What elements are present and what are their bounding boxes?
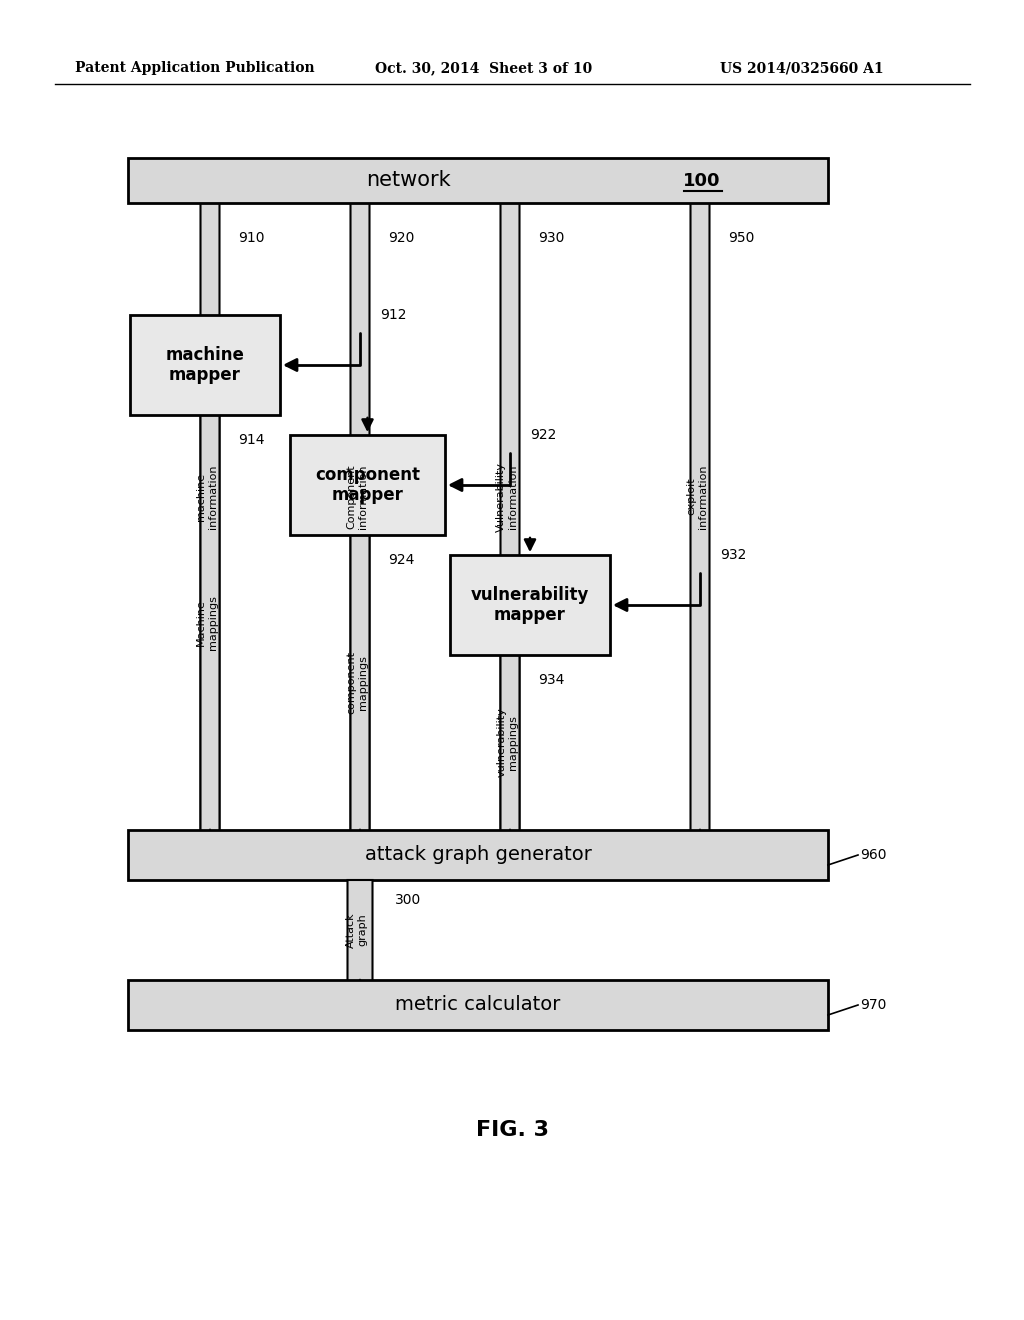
Bar (130, 315, 280, 414)
Text: machine
information: machine information (197, 465, 218, 529)
Text: 950: 950 (728, 231, 755, 246)
Text: machine
mapper: machine mapper (166, 346, 245, 384)
Polygon shape (681, 203, 719, 858)
Text: 920: 920 (388, 231, 415, 246)
Text: 912: 912 (380, 308, 407, 322)
Text: 930: 930 (538, 231, 564, 246)
Text: metric calculator: metric calculator (395, 995, 561, 1015)
Text: network: network (366, 170, 451, 190)
Text: 934: 934 (538, 673, 564, 686)
Text: Component
information: Component information (346, 465, 368, 529)
Text: vulnerability
mappings: vulnerability mappings (497, 708, 518, 777)
Polygon shape (335, 880, 385, 1008)
Polygon shape (341, 203, 379, 858)
Polygon shape (490, 203, 529, 858)
Text: vulnerability
mapper: vulnerability mapper (471, 586, 589, 624)
Text: 960: 960 (860, 847, 887, 862)
Text: attack graph generator: attack graph generator (365, 846, 592, 865)
Polygon shape (191, 203, 229, 858)
Text: component
mapper: component mapper (315, 466, 420, 504)
Text: 300: 300 (395, 894, 421, 907)
Text: exploit
information: exploit information (686, 465, 708, 529)
Polygon shape (191, 414, 229, 858)
Polygon shape (341, 535, 379, 858)
Text: component
mappings: component mappings (346, 651, 368, 714)
Text: Oct. 30, 2014  Sheet 3 of 10: Oct. 30, 2014 Sheet 3 of 10 (375, 61, 592, 75)
Text: Attack
graph: Attack graph (346, 912, 368, 948)
Bar (128, 158, 828, 203)
Bar (128, 830, 828, 880)
Text: Vulnerability
information: Vulnerability information (497, 462, 518, 532)
Bar (290, 436, 445, 535)
Text: 924: 924 (388, 553, 415, 568)
Text: Patent Application Publication: Patent Application Publication (75, 61, 314, 75)
Bar (128, 979, 828, 1030)
Text: 100: 100 (683, 172, 721, 190)
Text: 932: 932 (720, 548, 746, 562)
Text: 970: 970 (860, 998, 887, 1012)
Text: Machine
mappings: Machine mappings (197, 595, 218, 649)
Text: FIG. 3: FIG. 3 (475, 1119, 549, 1140)
Text: 914: 914 (238, 433, 264, 447)
Text: 910: 910 (238, 231, 264, 246)
Polygon shape (490, 655, 529, 858)
Text: 922: 922 (530, 428, 556, 442)
Text: US 2014/0325660 A1: US 2014/0325660 A1 (720, 61, 884, 75)
Bar (450, 554, 610, 655)
